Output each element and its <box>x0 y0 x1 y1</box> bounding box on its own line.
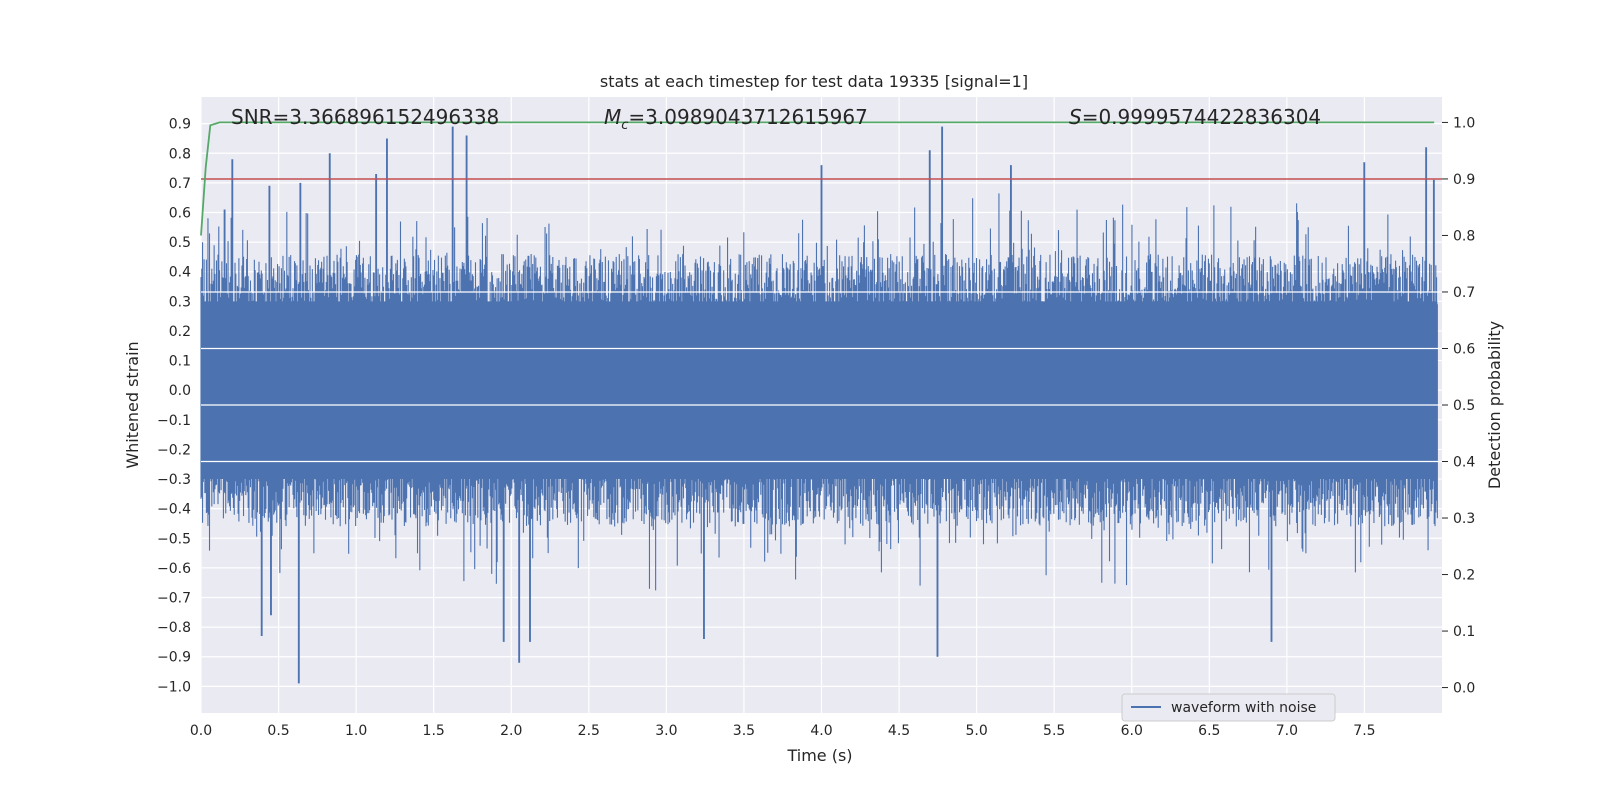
x-tick-label: 0.5 <box>267 723 289 739</box>
x-tick-label: 4.0 <box>810 723 832 739</box>
x-tick-label: 1.5 <box>423 723 445 739</box>
y-tick-label: −0.9 <box>157 650 191 666</box>
x-tick-label: 2.5 <box>578 723 600 739</box>
y-tick-label: 0.0 <box>169 383 191 399</box>
x-tick-label: 6.5 <box>1198 723 1220 739</box>
x-tick-label: 2.0 <box>500 723 522 739</box>
y-tick-label: 0.6 <box>169 206 191 222</box>
probability-overlay <box>200 121 1442 463</box>
y-tick-label: 0.1 <box>169 354 191 370</box>
y-tick-label: 0.3 <box>169 294 191 310</box>
y-tick-label: −0.2 <box>157 442 191 458</box>
y-tick-label: −0.7 <box>157 591 191 607</box>
chart-title: stats at each timestep for test data 193… <box>600 72 1028 91</box>
waveform-core <box>201 301 1438 480</box>
y-tick-label: 0.4 <box>169 265 191 281</box>
y-tick-label: 0.2 <box>169 324 191 340</box>
y2-tick-label: 0.8 <box>1453 228 1475 244</box>
y2-tick-label: 1.0 <box>1453 115 1475 131</box>
x-tick-label: 0.0 <box>190 723 212 739</box>
y2-tick-label: 0.5 <box>1453 398 1475 414</box>
y-tick-label: −0.8 <box>157 620 191 636</box>
y2-tick-label: 0.7 <box>1453 285 1475 301</box>
y2-tick-label: 0.3 <box>1453 511 1475 527</box>
y-tick-label: −1.0 <box>157 679 191 695</box>
y2-tick-label: 0.1 <box>1453 624 1475 640</box>
legend-box <box>1121 693 1336 722</box>
snr-annotation: SNR=3.366896152496338 <box>231 105 499 129</box>
y-tick-label: −0.6 <box>157 561 191 577</box>
x-tick-label: 6.0 <box>1121 723 1143 739</box>
legend: waveform with noise <box>1121 693 1336 722</box>
x-tick-label: 1.0 <box>345 723 367 739</box>
y-tick-label: 0.9 <box>169 117 191 133</box>
y-tick-label: 0.8 <box>169 146 191 162</box>
x-tick-label: 3.0 <box>655 723 677 739</box>
x-tick-label: 3.5 <box>733 723 755 739</box>
y2-tick-label: 0.2 <box>1453 568 1475 584</box>
y2-tick-label: 0.6 <box>1453 341 1475 357</box>
y-tick-label: 0.5 <box>169 235 191 251</box>
x-tick-label: 5.5 <box>1043 723 1065 739</box>
y-tick-label: −0.1 <box>157 413 191 429</box>
y-tick-label: 0.7 <box>169 176 191 192</box>
probability-line <box>200 121 1435 236</box>
significance-annotation: S=0.9999574422836304 <box>1069 105 1321 129</box>
y2-tick-label: 0.0 <box>1453 681 1475 697</box>
y-tick-label: −0.5 <box>157 531 191 547</box>
x-tick-label: 4.5 <box>888 723 910 739</box>
x-tick-label: 5.0 <box>965 723 987 739</box>
legend-label-waveform: waveform with noise <box>1171 700 1316 716</box>
y2-tick-label: 0.4 <box>1453 455 1475 471</box>
y2-axis-label: Detection probability <box>1485 321 1504 489</box>
axis-ticks: 0.0 0.5 1.0 1.5 2.0 2.5 3.0 3.5 4.0 4.5 5.0 5.5 6.0 6… <box>157 115 1475 739</box>
y-tick-label: −0.3 <box>157 472 191 488</box>
x-tick-label: 7.5 <box>1353 723 1375 739</box>
y-axis-label: Whitened strain <box>123 341 142 468</box>
waveform-series <box>200 126 1438 684</box>
chirp-mass-annotation: Mc=3.0989043712615967 <box>604 105 868 133</box>
y2-tick-label: 0.9 <box>1453 172 1475 188</box>
x-tick-label: 7.0 <box>1276 723 1298 739</box>
x-axis-label: Time (s) <box>786 746 852 765</box>
y-tick-label: −0.4 <box>157 502 191 518</box>
